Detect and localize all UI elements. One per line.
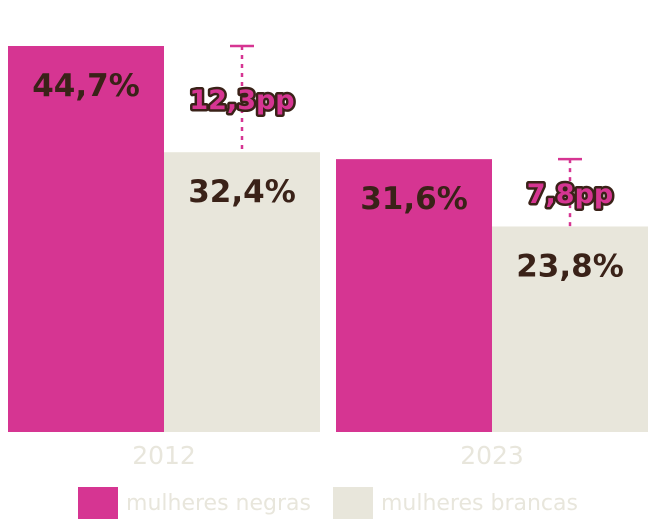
bar-negras-2023 bbox=[336, 159, 492, 432]
legend-label-brancas: mulheres brancas bbox=[380, 490, 578, 516]
bar-negras-2012 bbox=[8, 46, 164, 432]
value-label-negras-2012: 44,7% bbox=[32, 68, 140, 104]
bar-brancas-2023 bbox=[492, 226, 648, 432]
x-tick-label-2012: 2012 bbox=[132, 441, 196, 470]
gap-label-2023: 7,8pp bbox=[527, 179, 613, 210]
legend-item-brancas: mulheres brancas bbox=[332, 487, 578, 519]
bar-brancas-2012 bbox=[164, 152, 320, 432]
bar-chart: 44,7% 32,4% 12,3pp 2012 31,6% 23,8% 7,8pp 2023 bbox=[8, 44, 648, 470]
legend: mulheres negras mulheres brancas bbox=[0, 486, 656, 520]
value-label-negras-2023: 31,6% bbox=[360, 181, 468, 217]
legend-swatch-brancas bbox=[332, 487, 373, 519]
value-label-brancas-2023: 23,8% bbox=[516, 248, 624, 284]
value-label-brancas-2012: 32,4% bbox=[188, 174, 296, 210]
gap-label-2012: 12,3pp bbox=[189, 85, 294, 116]
legend-label-negras: mulheres negras bbox=[126, 490, 311, 516]
legend-swatch-negras bbox=[78, 487, 119, 519]
x-tick-label-2023: 2023 bbox=[460, 441, 524, 470]
legend-item-negras: mulheres negras bbox=[78, 487, 311, 519]
